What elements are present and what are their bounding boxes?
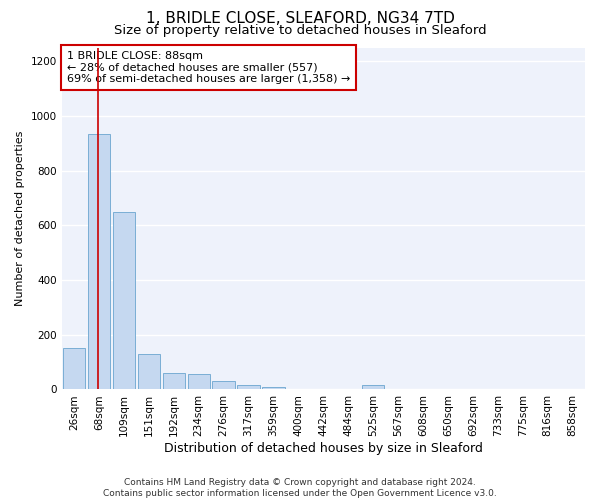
- Bar: [163, 373, 185, 390]
- Bar: [137, 354, 160, 390]
- Text: Size of property relative to detached houses in Sleaford: Size of property relative to detached ho…: [113, 24, 487, 37]
- Bar: [362, 386, 385, 390]
- Bar: [63, 348, 85, 390]
- Bar: [188, 374, 210, 390]
- Text: Contains HM Land Registry data © Crown copyright and database right 2024.
Contai: Contains HM Land Registry data © Crown c…: [103, 478, 497, 498]
- Text: 1 BRIDLE CLOSE: 88sqm
← 28% of detached houses are smaller (557)
69% of semi-det: 1 BRIDLE CLOSE: 88sqm ← 28% of detached …: [67, 51, 350, 84]
- X-axis label: Distribution of detached houses by size in Sleaford: Distribution of detached houses by size …: [164, 442, 483, 455]
- Bar: [238, 386, 260, 390]
- Bar: [212, 382, 235, 390]
- Y-axis label: Number of detached properties: Number of detached properties: [15, 131, 25, 306]
- Bar: [262, 386, 285, 390]
- Text: 1, BRIDLE CLOSE, SLEAFORD, NG34 7TD: 1, BRIDLE CLOSE, SLEAFORD, NG34 7TD: [146, 11, 454, 26]
- Bar: [113, 212, 135, 390]
- Bar: [88, 134, 110, 390]
